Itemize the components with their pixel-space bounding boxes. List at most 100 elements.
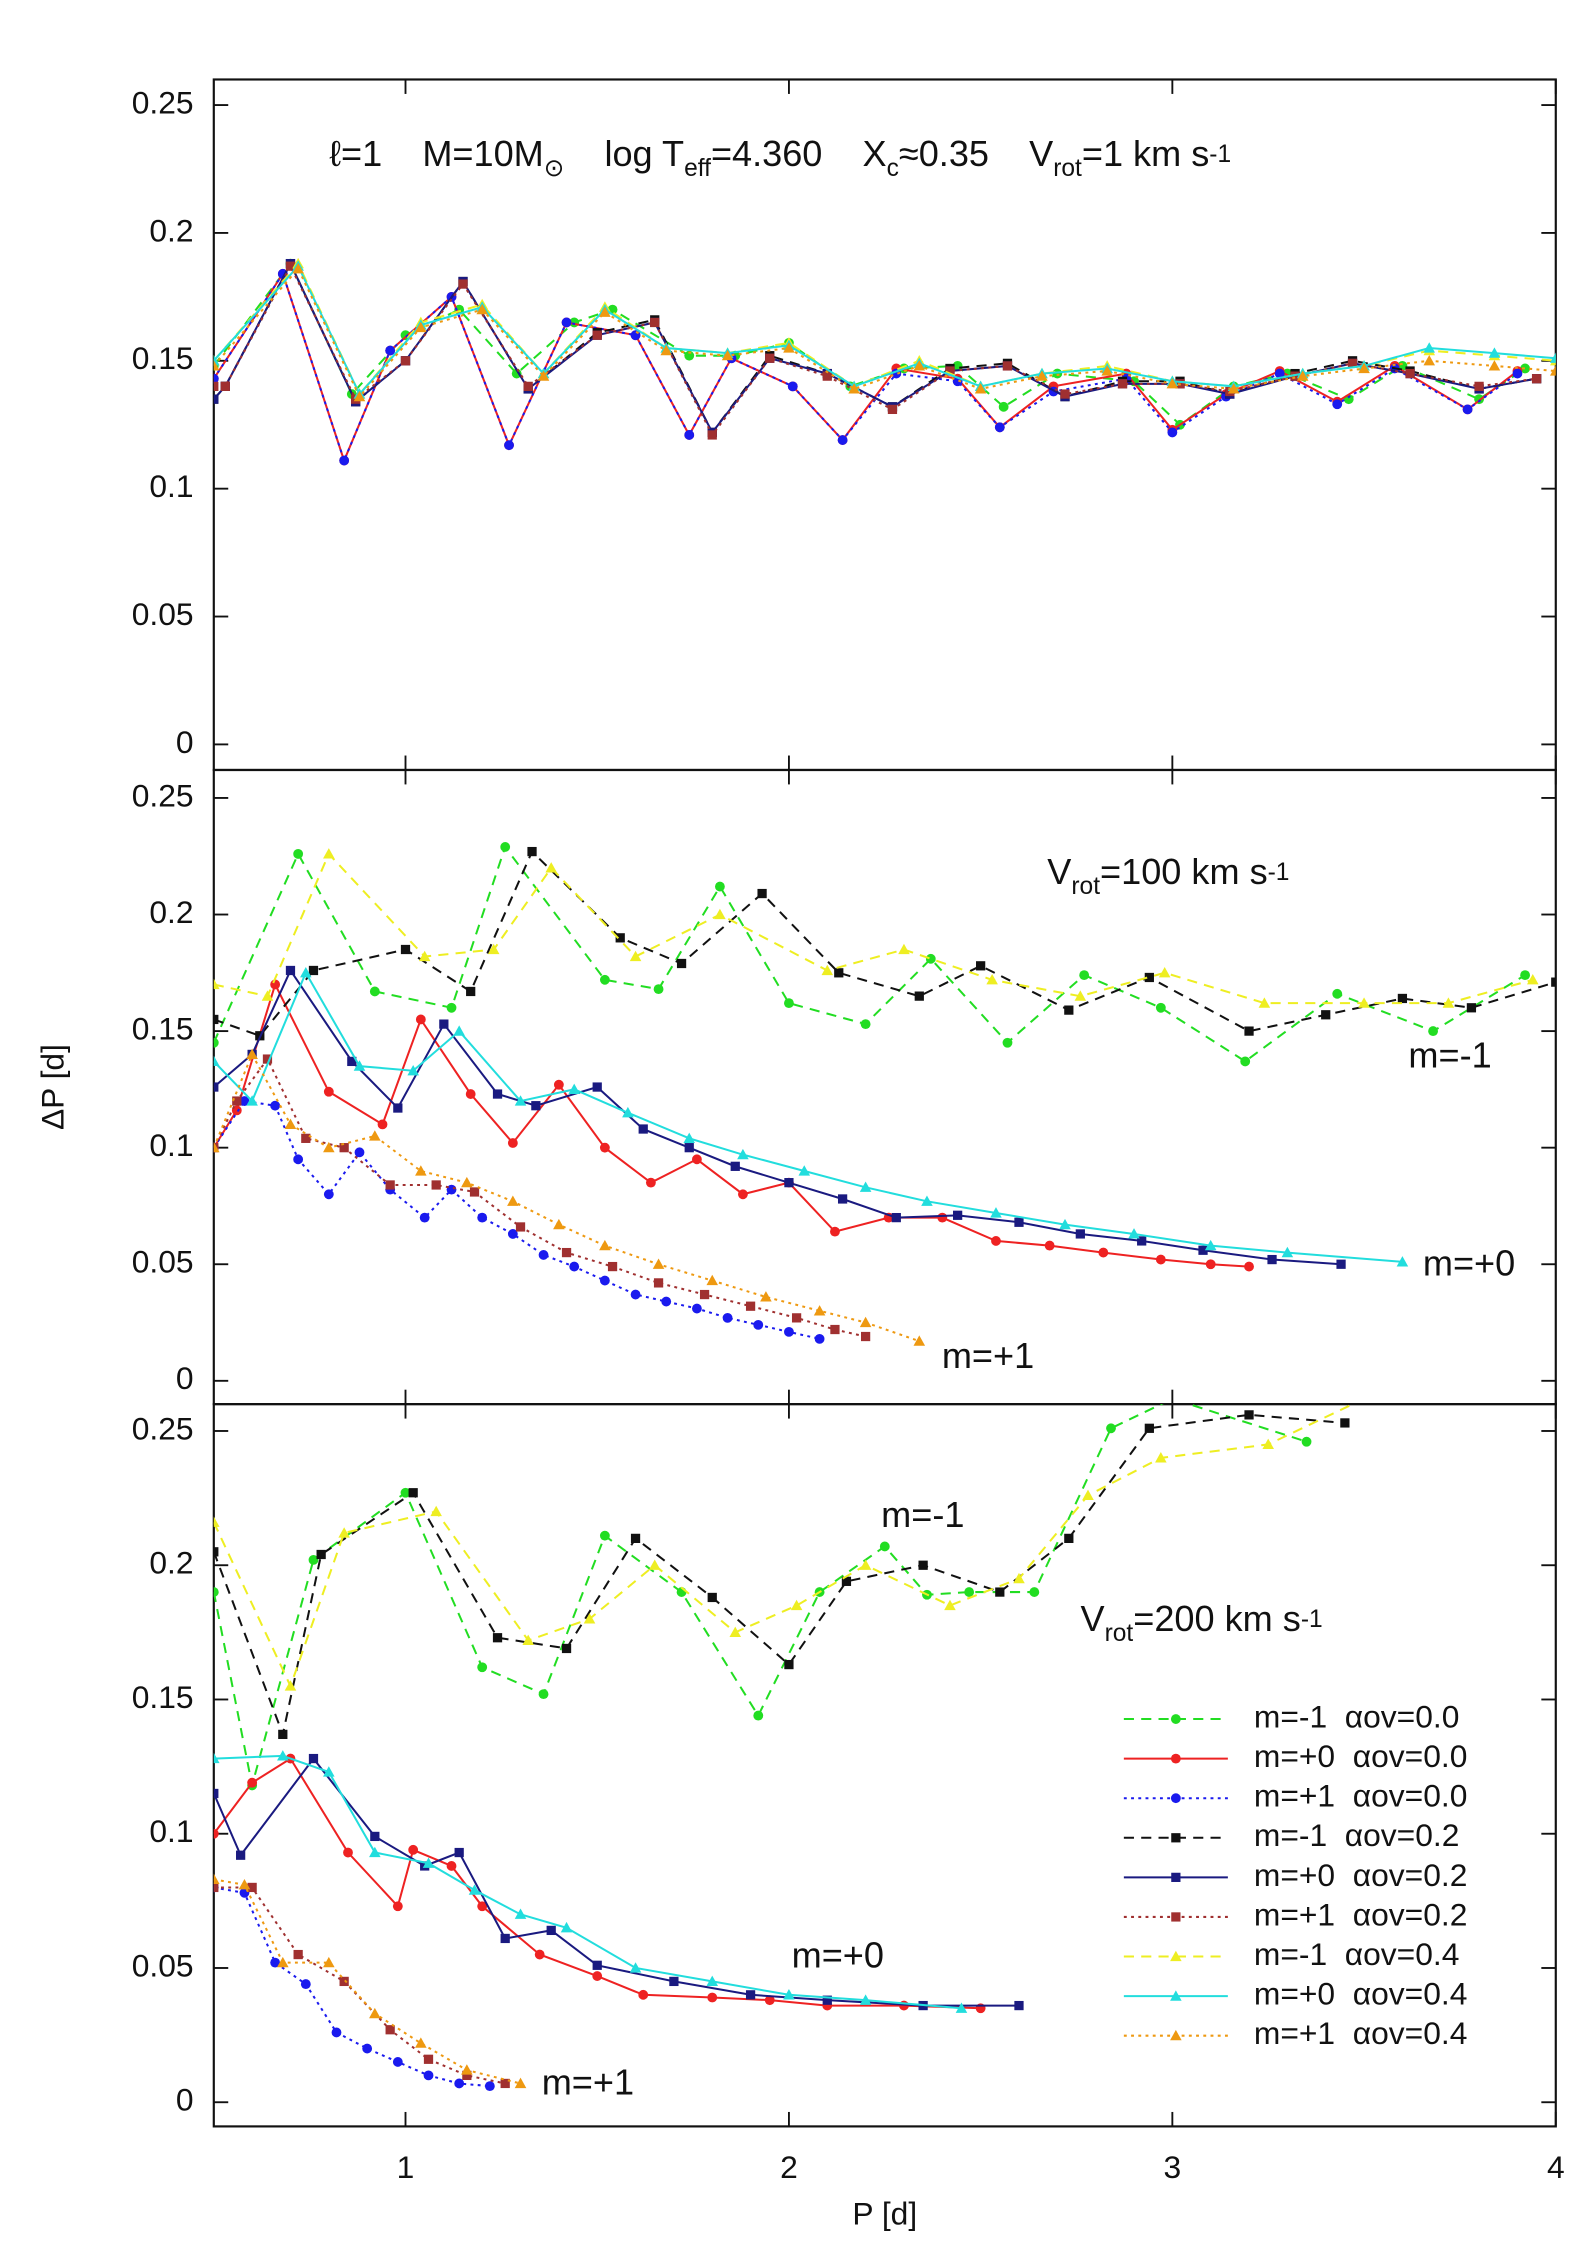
marker: [323, 1141, 335, 1153]
marker: [331, 2027, 342, 2038]
marker: [918, 1560, 928, 1570]
marker: [213, 978, 220, 990]
marker: [592, 1971, 603, 1981]
marker: [418, 950, 431, 962]
marker: [660, 344, 673, 356]
marker: [213, 394, 219, 404]
marker: [213, 1882, 219, 1893]
marker: [392, 2057, 403, 2067]
marker: [1358, 1393, 1370, 1403]
annotation-part: ⊙: [544, 155, 565, 182]
y-tick-label: 0.2: [149, 1545, 193, 1581]
marker: [213, 1547, 219, 1557]
y-tick-label: 0.15: [132, 1679, 194, 1715]
marker: [338, 1527, 350, 1538]
series-line: [213, 1878, 521, 2085]
marker: [477, 1662, 488, 1673]
legend-label: m=+1 αov=0.4: [1254, 2015, 1468, 2051]
marker: [592, 1082, 602, 1092]
marker: [1198, 1245, 1208, 1255]
marker: [1137, 1236, 1147, 1246]
marker: [527, 846, 537, 857]
marker: [976, 961, 986, 971]
marker: [1240, 1056, 1251, 1067]
marker: [446, 1861, 457, 1871]
marker: [859, 1181, 872, 1192]
marker: [638, 1124, 648, 1134]
marker: [1101, 365, 1113, 376]
marker: [293, 1949, 303, 1960]
marker: [392, 1901, 403, 1912]
marker: [1488, 360, 1501, 371]
marker: [1205, 1259, 1216, 1270]
marker: [500, 842, 511, 852]
marker: [400, 356, 411, 366]
series-line: [213, 968, 1342, 1266]
marker: [347, 1056, 357, 1067]
marker: [1074, 990, 1087, 1001]
marker: [476, 303, 488, 315]
marker: [729, 1626, 742, 1637]
series-line: [213, 261, 1556, 396]
marker: [986, 974, 998, 985]
marker: [377, 1119, 388, 1130]
marker: [1013, 1572, 1025, 1584]
marker: [1158, 967, 1171, 978]
annotation-part: eff: [684, 155, 711, 182]
series-line: [213, 264, 1556, 396]
marker: [1423, 342, 1436, 353]
annotation: ℓ=1 M=10M⊙ log Teff=4.360 Xc≈0.35 Vrot=1…: [329, 133, 1231, 182]
marker: [285, 965, 296, 976]
marker: [213, 381, 219, 391]
marker: [423, 2070, 434, 2081]
marker: [615, 933, 625, 943]
marker: [422, 1857, 435, 1868]
marker: [534, 1949, 545, 1960]
series-line: [213, 1404, 1356, 1689]
marker: [1002, 361, 1013, 371]
series-line: [213, 1757, 981, 2010]
marker: [798, 1165, 811, 1176]
marker: [1549, 352, 1556, 363]
x-tick-label: 3: [1164, 2149, 1182, 2185]
marker: [546, 1925, 556, 1936]
marker: [898, 943, 910, 955]
annotation-part: m=+0: [1423, 1242, 1515, 1283]
marker: [213, 1141, 220, 1153]
marker: [439, 1019, 449, 1029]
marker: [339, 1143, 349, 1153]
marker: [1227, 383, 1240, 394]
marker: [292, 262, 304, 274]
marker: [277, 1956, 289, 1968]
marker: [822, 371, 832, 381]
marker: [1170, 1990, 1182, 2001]
marker: [1171, 1872, 1181, 1882]
series-line: [213, 266, 1556, 399]
marker: [353, 390, 366, 402]
marker: [1075, 1229, 1085, 1239]
marker: [995, 1587, 1005, 1597]
marker: [1029, 1587, 1040, 1597]
marker: [953, 1210, 963, 1220]
marker: [492, 1089, 503, 1099]
marker: [699, 1289, 710, 1300]
marker: [1166, 378, 1179, 389]
marker: [323, 1189, 334, 1200]
marker: [990, 1207, 1002, 1218]
marker: [684, 350, 695, 361]
marker: [837, 1194, 848, 1204]
series-line: [213, 1886, 490, 2088]
marker: [1036, 370, 1048, 381]
marker: [239, 1096, 250, 1106]
marker: [1002, 1037, 1013, 1048]
marker: [484, 2081, 495, 2092]
marker: [753, 1319, 764, 1330]
marker: [787, 381, 798, 392]
legend-label: m=+0 αov=0.4: [1254, 1975, 1468, 2011]
marker: [477, 1212, 488, 1223]
x-axis-label: P [d]: [852, 2195, 917, 2231]
marker: [1321, 1010, 1331, 1020]
marker: [232, 1096, 242, 1106]
y-tick-label: 0.25: [132, 84, 194, 120]
marker: [270, 1100, 281, 1111]
